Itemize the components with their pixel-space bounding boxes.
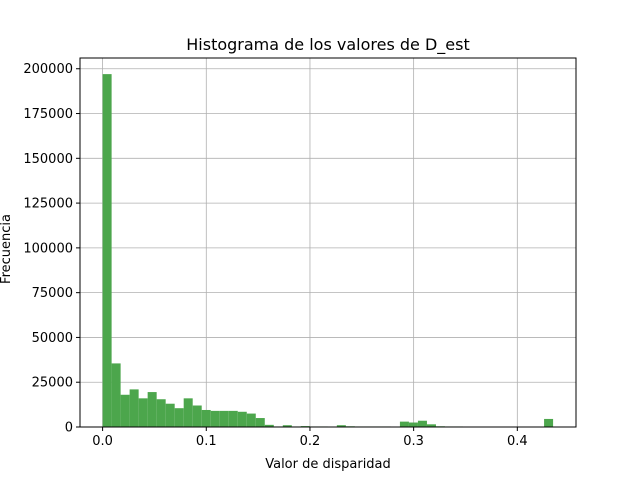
histogram-bar xyxy=(544,418,554,427)
y-axis-label: Frecuencia xyxy=(0,214,14,284)
x-tick-label: 0.4 xyxy=(507,434,528,449)
histogram-bar xyxy=(228,410,238,427)
histogram-bar xyxy=(156,399,166,427)
histogram-bar xyxy=(174,408,184,427)
y-tick-label: 25000 xyxy=(32,376,73,391)
chart-title: Histograma de los valores de D_est xyxy=(186,35,470,55)
histogram-bars xyxy=(102,74,554,427)
histogram-bar xyxy=(138,398,148,427)
histogram-bar xyxy=(120,394,130,427)
histogram-bar xyxy=(147,392,157,427)
x-tick-label: 0.1 xyxy=(196,434,217,449)
y-tick-label: 0 xyxy=(65,421,73,436)
histogram-bar xyxy=(237,411,247,427)
y-tick-label: 200000 xyxy=(23,62,73,77)
y-tick-label: 150000 xyxy=(23,152,73,167)
histogram-bar xyxy=(246,413,256,427)
x-tick-label: 0.0 xyxy=(92,434,113,449)
x-axis-ticks: 0.0 0.1 0.2 0.3 0.4 xyxy=(92,427,528,449)
histogram-bar xyxy=(183,398,193,427)
histogram-bar xyxy=(192,405,202,427)
plot-frame xyxy=(79,57,577,428)
y-tick-label: 50000 xyxy=(32,331,73,346)
histogram-bar xyxy=(399,421,409,427)
histogram-bar xyxy=(102,74,112,427)
histogram-bar xyxy=(255,418,265,427)
histogram-bar xyxy=(129,389,139,427)
y-tick-label: 100000 xyxy=(23,241,73,256)
histogram-bar xyxy=(201,409,211,427)
histogram-bar xyxy=(408,422,418,427)
histogram-bar xyxy=(426,424,436,427)
histogram-bar xyxy=(165,403,175,427)
histogram-bar xyxy=(417,420,427,427)
y-axis-ticks: 0 25000 50000 75000 100000 125000 150000 175000… xyxy=(23,62,80,436)
y-tick-label: 75000 xyxy=(32,286,73,301)
y-tick-label: 125000 xyxy=(23,197,73,212)
histogram-bar xyxy=(219,410,229,427)
histogram-bar xyxy=(210,410,220,427)
x-axis-label: Valor de disparidad xyxy=(265,457,391,472)
x-tick-label: 0.2 xyxy=(300,434,321,449)
y-tick-label: 175000 xyxy=(23,107,73,122)
x-tick-label: 0.3 xyxy=(403,434,424,449)
histogram-bar xyxy=(264,424,274,427)
histogram-bar xyxy=(111,363,121,427)
histogram-bar xyxy=(282,425,292,427)
histogram-bar xyxy=(336,425,346,427)
